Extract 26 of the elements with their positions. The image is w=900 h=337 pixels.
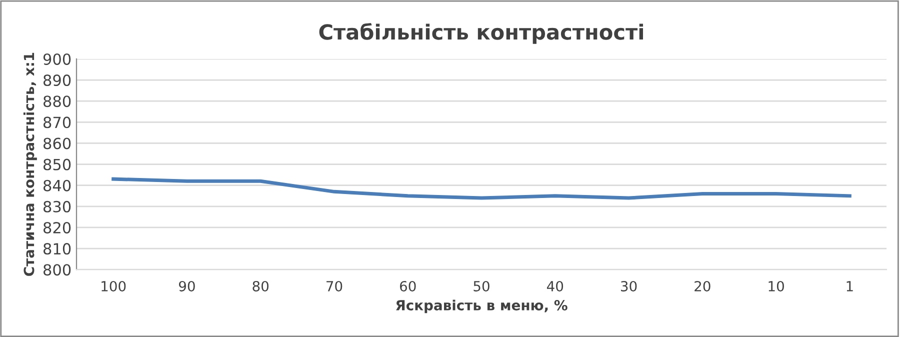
x-tick-label: 30 <box>620 280 637 292</box>
x-tick-label: 10 <box>768 280 784 292</box>
x-tick-label: 40 <box>546 280 564 292</box>
y-tick-label: 860 <box>44 138 71 150</box>
y-tick-label: 800 <box>44 264 71 276</box>
y-tick-label: 810 <box>44 243 71 255</box>
y-tick-label: 830 <box>44 200 71 212</box>
chart-title: Стабільність контрастності <box>319 23 644 44</box>
x-tick-label: 80 <box>252 280 269 292</box>
x-tick-label: 20 <box>694 280 710 292</box>
x-tick-label: 1 <box>846 281 853 292</box>
y-tick-label: 900 <box>43 53 71 65</box>
y-tick-label: 880 <box>44 96 71 108</box>
x-tick-label: 100 <box>102 280 126 292</box>
y-tick-label: 820 <box>44 222 71 234</box>
x-tick-label: 90 <box>178 280 195 292</box>
y-tick-label: 850 <box>44 158 71 170</box>
x-tick-label: 60 <box>400 280 416 292</box>
y-tick-label: 840 <box>44 180 71 192</box>
y-tick-label: 870 <box>44 116 71 128</box>
x-tick-label: 70 <box>326 280 342 292</box>
y-tick-label: 890 <box>44 74 71 86</box>
x-axis-title: Яскравість в меню, % <box>396 300 568 314</box>
y-axis-title: Статична контрастність, x:1 <box>23 52 37 276</box>
line-series <box>112 177 852 200</box>
x-tick-label: 50 <box>474 280 490 292</box>
